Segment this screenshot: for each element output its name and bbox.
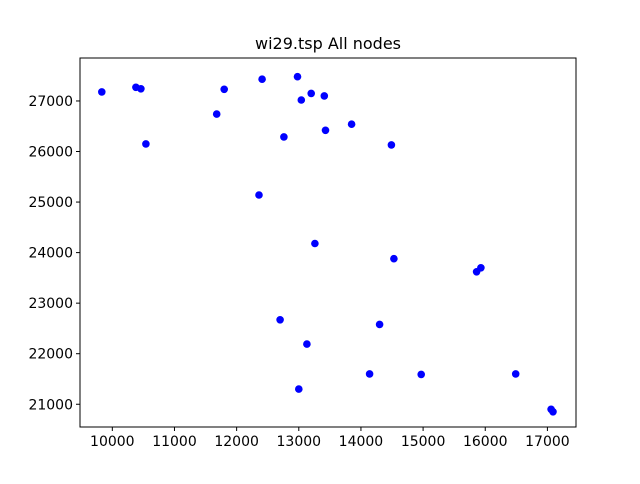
y-axis-ticks: 21000 22000 23000 24000 25000 26000 27000	[28, 94, 80, 413]
data-point-20	[365, 370, 374, 378]
data-point-3	[137, 85, 145, 93]
x-tick-label: 14000	[339, 434, 384, 450]
data-point-27	[511, 370, 520, 378]
data-point-7	[255, 191, 263, 199]
data-point-10	[280, 133, 288, 141]
y-tick-label: 25000	[28, 195, 73, 211]
data-point-29	[549, 408, 557, 416]
data-point-24	[417, 370, 426, 379]
data-points	[98, 72, 557, 416]
y-tick-label: 26000	[28, 145, 73, 161]
data-point-19	[347, 120, 356, 128]
data-point-13	[297, 96, 306, 104]
data-point-4	[142, 140, 150, 148]
y-tick-label: 22000	[28, 347, 73, 363]
x-axis-ticks: 10000 11000 12000 13000 14000 15000 16000 17000	[90, 427, 570, 450]
x-tick-label: 17000	[525, 434, 570, 450]
data-point-17	[320, 92, 329, 100]
plot-area-frame	[79, 57, 577, 428]
y-tick-label: 27000	[28, 94, 73, 110]
data-point-15	[307, 89, 316, 98]
data-point-9	[276, 316, 284, 324]
data-point-12	[295, 385, 303, 393]
data-point-8	[258, 75, 266, 83]
data-point-1	[98, 88, 106, 96]
x-tick-label: 16000	[463, 434, 508, 450]
x-tick-label: 10000	[90, 434, 135, 450]
data-point-11	[293, 72, 302, 81]
y-tick-label: 21000	[28, 397, 73, 413]
data-point-23	[390, 254, 398, 263]
data-point-21	[375, 320, 384, 329]
data-point-16	[311, 239, 319, 248]
x-tick-label: 11000	[152, 434, 197, 450]
data-point-22	[387, 141, 396, 149]
data-point-6	[220, 85, 228, 94]
chart-title: wi29.tsp All nodes	[255, 34, 401, 53]
x-tick-label: 13000	[277, 434, 322, 450]
data-point-5	[212, 110, 221, 118]
x-tick-label: 12000	[214, 434, 259, 450]
y-tick-label: 24000	[28, 246, 73, 262]
data-point-14	[303, 340, 311, 348]
data-point-26	[477, 264, 485, 272]
x-tick-label: 15000	[401, 434, 446, 450]
y-tick-label: 23000	[28, 296, 73, 312]
data-point-18	[321, 126, 330, 135]
